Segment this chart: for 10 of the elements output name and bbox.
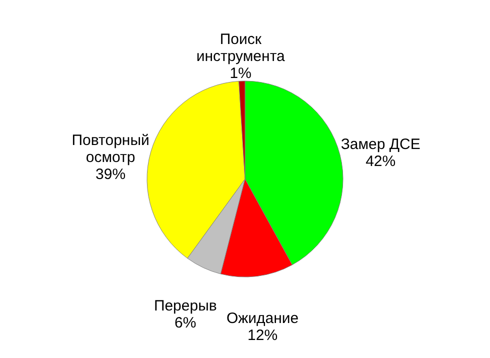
slice-label: Замер ДСЕ bbox=[340, 136, 420, 154]
data-label: 6% bbox=[174, 314, 196, 332]
slice-label: Повторный осмотр bbox=[72, 132, 150, 166]
data-label: 12% bbox=[248, 326, 278, 344]
slice-label: Ожидание bbox=[226, 310, 299, 327]
slice-label: Перерыв bbox=[154, 298, 217, 315]
slice-label: Поиск инструмента bbox=[196, 31, 286, 66]
data-label: 1% bbox=[230, 65, 252, 82]
data-label: 39% bbox=[96, 166, 126, 183]
data-label: 42% bbox=[366, 153, 396, 170]
